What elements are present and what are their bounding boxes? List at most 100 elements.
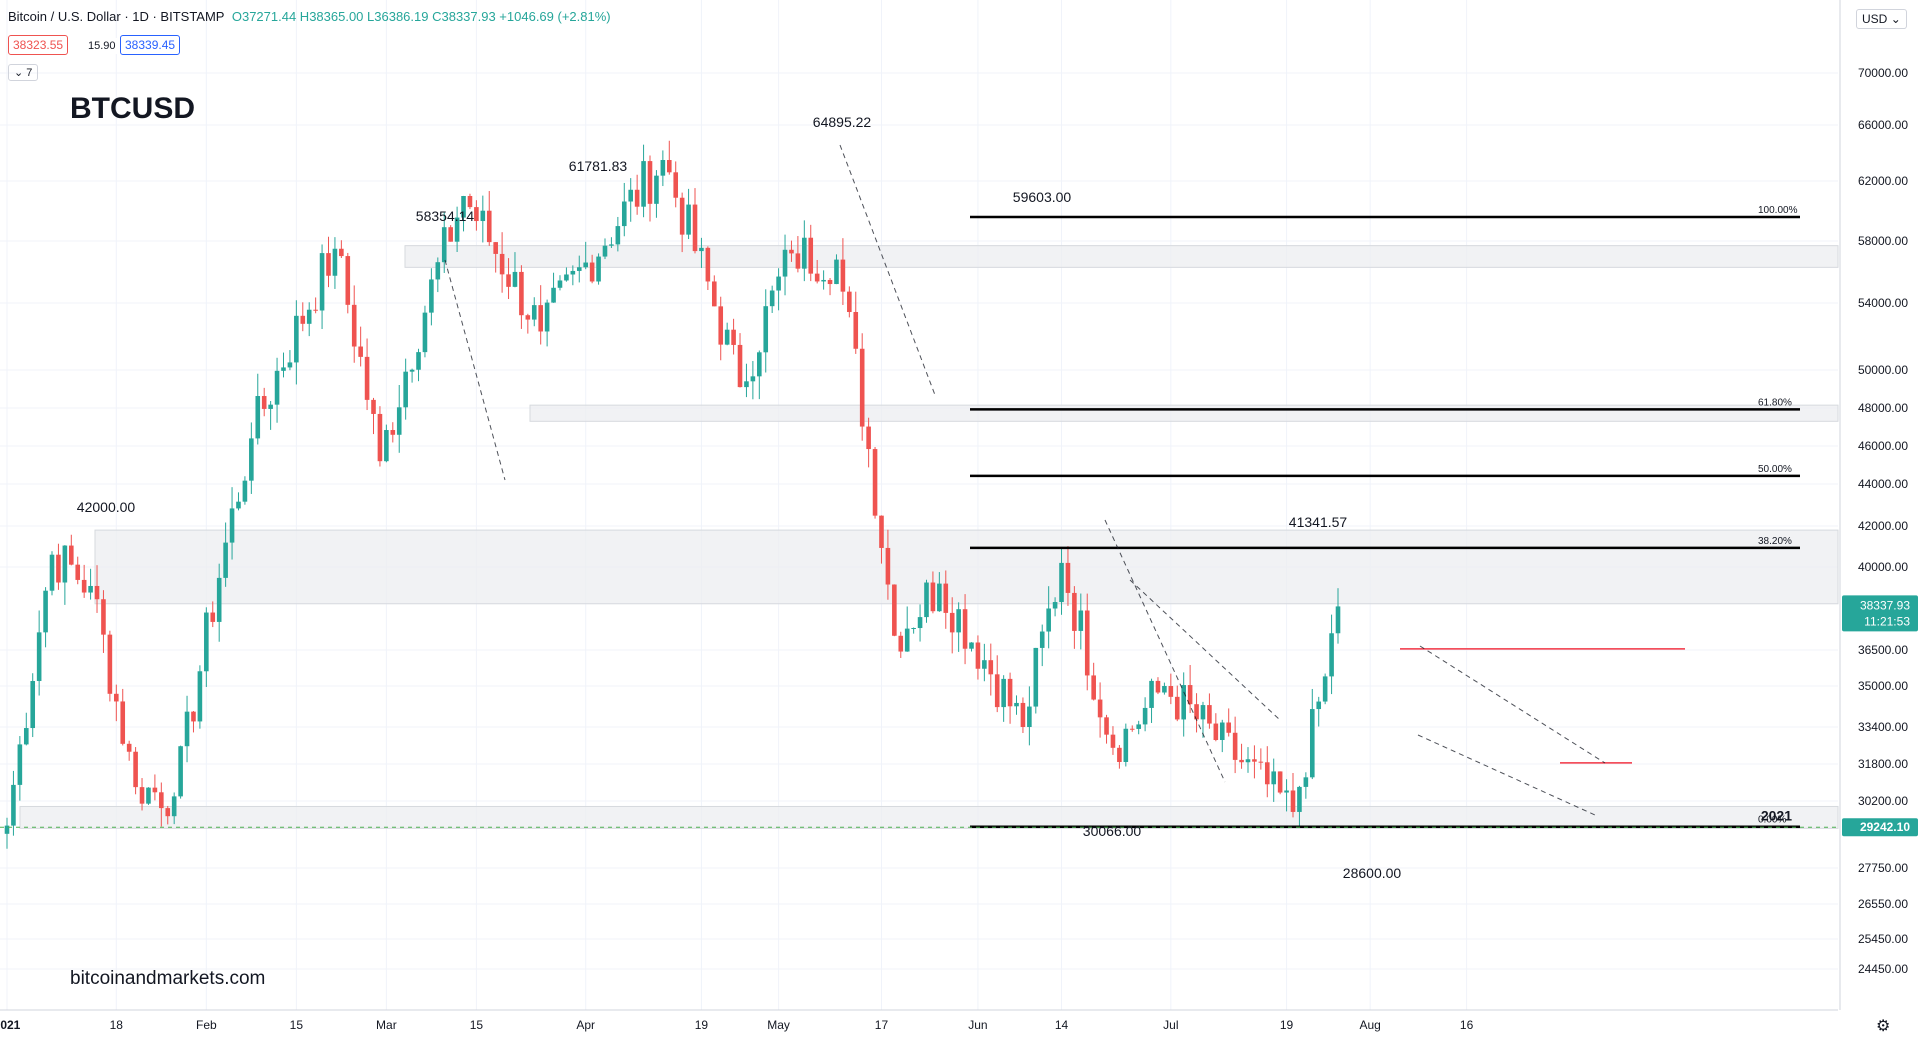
- candle-body: [390, 430, 396, 435]
- indicators-toggle[interactable]: ⌄ 7: [8, 64, 39, 81]
- candle-body: [448, 227, 453, 242]
- candle-body: [1104, 717, 1109, 735]
- candle-body: [892, 584, 897, 636]
- candle-body: [384, 430, 389, 462]
- candle-body: [62, 545, 68, 583]
- y-tick-label: 44000.00: [1858, 477, 1908, 491]
- candle-body: [165, 808, 171, 817]
- ohlc-values: O37271.44 H38365.00 L36386.19 C38337.93 …: [231, 9, 611, 24]
- candle-body: [1117, 747, 1122, 763]
- candle-body: [1001, 678, 1006, 708]
- gear-icon[interactable]: ⚙: [1876, 1018, 1891, 1035]
- candle-body: [898, 635, 904, 652]
- candle-body: [988, 660, 994, 675]
- x-tick-label: 17: [875, 1018, 889, 1032]
- candle-body: [326, 253, 331, 276]
- candle-body: [673, 172, 679, 198]
- candle-body: [1027, 706, 1032, 727]
- candle-body: [345, 256, 351, 305]
- candle-body: [1316, 701, 1322, 710]
- y-tick-label: 58000.00: [1858, 234, 1908, 248]
- drawn-levels: 100.00% 61.80% 50.00% 38.20% 0.00%2021: [0, 144, 1838, 828]
- candle-body: [763, 306, 769, 353]
- price-annotations: 42000.00 58354.14 61781.83 64895.22 59603.00…: [77, 114, 1402, 881]
- candle-body: [4, 825, 10, 834]
- candle-body: [429, 279, 434, 313]
- price-zone: [404, 245, 1839, 268]
- x-tick-label: Aug: [1359, 1018, 1380, 1032]
- candle-body: [1168, 686, 1174, 697]
- candle-body: [1149, 680, 1154, 708]
- candle-body: [204, 612, 209, 672]
- y-tick-label: 70000.00: [1858, 66, 1908, 80]
- candle-body: [866, 426, 871, 450]
- candle-body: [1207, 705, 1212, 724]
- countdown-label: 11:21:53: [1864, 614, 1910, 628]
- chevron-down-icon: ⌄: [1890, 12, 1901, 26]
- fib-level-label: 61.80%: [1758, 397, 1792, 408]
- currency-label: USD: [1862, 12, 1888, 26]
- x-tick-label: 19: [695, 1018, 709, 1032]
- candle-body: [583, 262, 588, 268]
- chart-title: BTCUSD: [70, 92, 195, 125]
- candle-body: [191, 711, 196, 722]
- price-annotation: 41341.57: [1289, 514, 1348, 530]
- fib-level-label: 38.20%: [1758, 536, 1792, 547]
- candle-body: [364, 356, 370, 400]
- y-tick-label: 36500.00: [1858, 643, 1908, 657]
- candle-body: [666, 160, 672, 173]
- price-annotation: 61781.83: [569, 158, 628, 174]
- candle-body: [1078, 610, 1084, 631]
- y-tick-label: 25450.00: [1858, 932, 1908, 946]
- candle-body: [885, 547, 891, 585]
- candle-body: [1129, 728, 1135, 730]
- candle-body: [1033, 647, 1039, 707]
- x-tick-label: 18: [110, 1018, 124, 1032]
- candle-body: [416, 352, 421, 370]
- price-zone: [529, 404, 1839, 422]
- candle-body: [1136, 724, 1141, 729]
- candle-body: [1239, 759, 1244, 763]
- candle-body: [216, 577, 222, 622]
- x-tick-label: 15: [290, 1018, 304, 1032]
- candle-body: [146, 787, 151, 804]
- price-annotation: 28600.00: [1343, 865, 1402, 881]
- y-tick-label: 31800.00: [1858, 757, 1908, 771]
- candle-body: [628, 189, 634, 202]
- candle-body: [94, 585, 100, 600]
- price-zone: [19, 805, 1839, 829]
- candle-body: [949, 612, 955, 633]
- candle-body: [36, 632, 42, 682]
- candle-body: [229, 508, 235, 543]
- candle-body: [339, 248, 344, 257]
- candle-body: [1084, 610, 1090, 676]
- last-price-label: 38337.93: [1860, 598, 1910, 612]
- candle-body: [795, 253, 801, 269]
- candle-body: [1014, 702, 1019, 707]
- symbol-title[interactable]: Bitcoin / U.S. Dollar · 1D · BITSTAMP: [8, 9, 225, 24]
- candle-body: [281, 367, 286, 371]
- candle-body: [81, 579, 87, 593]
- candle-body: [1162, 686, 1167, 693]
- buy-price-box[interactable]: 38339.45: [120, 35, 181, 55]
- candle-body: [101, 599, 106, 635]
- candle-body: [184, 711, 190, 747]
- candle-body: [1271, 771, 1277, 785]
- candle-body: [1007, 678, 1013, 707]
- currency-select[interactable]: USD ⌄: [1856, 9, 1907, 29]
- candle-body: [1303, 777, 1309, 787]
- candle-body: [969, 642, 974, 649]
- x-tick-label: Feb: [196, 1018, 217, 1032]
- candle-body: [956, 609, 961, 633]
- candle-body: [641, 161, 646, 207]
- candle-body: [1174, 696, 1180, 720]
- candle-body: [1213, 723, 1219, 740]
- fib-year-label: 2021: [1761, 808, 1792, 824]
- candle-body: [609, 244, 614, 246]
- sell-price-box[interactable]: 38323.55: [8, 35, 69, 55]
- candle-body: [750, 376, 756, 382]
- level-price-tag: [1842, 818, 1918, 837]
- candle-body: [75, 564, 81, 580]
- candle-body: [570, 270, 576, 275]
